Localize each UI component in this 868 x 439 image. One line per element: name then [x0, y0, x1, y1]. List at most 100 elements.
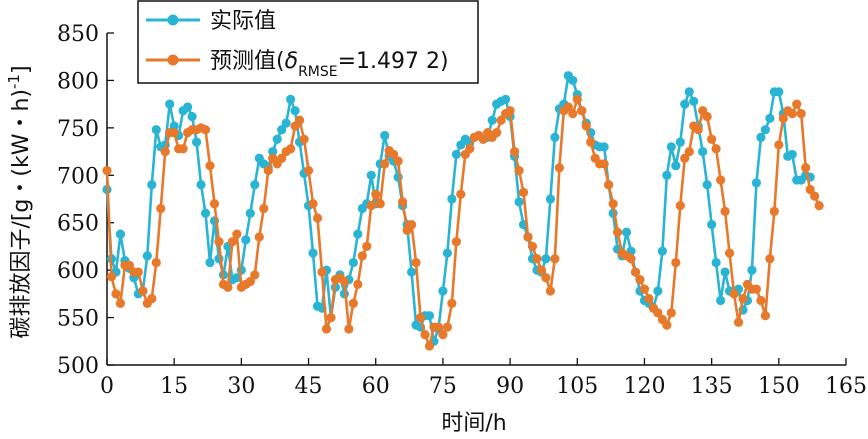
data-point	[769, 206, 779, 216]
data-point	[680, 153, 690, 163]
data-point	[303, 165, 314, 176]
data-point	[810, 191, 820, 201]
data-point	[523, 232, 533, 242]
data-point	[196, 180, 206, 190]
data-point	[711, 257, 721, 268]
data-point	[165, 99, 175, 109]
y-tick-label: 700	[57, 164, 99, 189]
x-tick-label: 120	[623, 374, 665, 399]
data-point	[671, 257, 681, 268]
data-point	[124, 260, 134, 270]
data-point	[505, 106, 515, 116]
data-point	[178, 144, 188, 154]
x-axis-title: 时间/h	[441, 411, 506, 436]
data-point	[151, 125, 161, 135]
data-point	[424, 341, 435, 351]
data-point	[501, 94, 511, 104]
data-point	[183, 102, 193, 112]
data-point	[657, 246, 667, 256]
data-point	[348, 257, 358, 268]
data-point	[223, 282, 233, 292]
data-point	[514, 165, 524, 176]
data-point	[286, 94, 296, 104]
data-point	[389, 149, 399, 160]
y-axis-title-group: 碳排放因子/[g・(kW・h)-1]	[5, 65, 34, 338]
data-point	[380, 159, 390, 169]
x-tick-label: 165	[825, 374, 867, 399]
data-point	[568, 109, 578, 119]
data-point	[478, 134, 488, 144]
data-point	[169, 121, 179, 131]
y-tick-label: 600	[57, 259, 99, 284]
data-point	[209, 199, 220, 209]
data-point	[433, 322, 444, 332]
data-point	[115, 229, 126, 239]
data-point	[339, 276, 349, 287]
x-tick-label: 30	[227, 374, 255, 399]
data-point	[415, 312, 426, 323]
data-point	[536, 265, 547, 275]
data-point	[751, 284, 762, 294]
x-tick-label: 135	[691, 374, 733, 399]
data-point	[581, 121, 591, 131]
data-point	[568, 75, 578, 86]
data-point	[577, 106, 587, 116]
data-point	[380, 130, 390, 141]
data-point	[671, 161, 681, 171]
data-point	[411, 257, 421, 268]
data-point	[366, 170, 376, 180]
data-point	[787, 149, 797, 160]
data-point	[532, 254, 542, 264]
x-tick-label: 75	[429, 374, 457, 399]
svg-text:预测值(δRMSE=1.497 2): 预测值(δRMSE=1.497 2)	[210, 49, 449, 80]
axes	[106, 32, 847, 366]
x-tick-label: 15	[160, 374, 188, 399]
y-tick-label: 500	[57, 354, 99, 379]
data-point	[406, 220, 417, 230]
data-point	[509, 146, 520, 157]
data-point	[675, 201, 685, 211]
data-point	[792, 99, 802, 109]
data-point	[294, 115, 305, 125]
y-axis-title-superscript: -1	[5, 74, 23, 89]
data-point	[541, 273, 551, 283]
data-point	[774, 87, 784, 97]
legend-label-predicted-sub: RMSE	[298, 64, 338, 80]
data-point	[245, 276, 255, 287]
data-point	[438, 286, 448, 296]
legend-marker-predicted	[167, 54, 179, 66]
data-point	[666, 308, 676, 318]
data-point	[241, 235, 251, 245]
data-point	[774, 140, 784, 150]
data-point	[160, 146, 170, 157]
data-point	[707, 220, 717, 230]
data-point	[756, 132, 766, 142]
data-point	[420, 330, 430, 340]
plot-area	[102, 71, 824, 351]
data-point	[442, 322, 452, 332]
data-point	[357, 251, 367, 261]
data-point	[250, 270, 260, 280]
data-point	[277, 153, 287, 163]
data-point	[765, 113, 775, 123]
data-point	[353, 279, 363, 289]
data-point	[169, 128, 179, 138]
data-point	[106, 272, 117, 282]
data-point	[205, 161, 215, 171]
data-point	[715, 295, 726, 306]
data-point	[760, 125, 770, 135]
data-point	[321, 324, 332, 334]
data-point	[729, 289, 739, 299]
data-point	[626, 254, 636, 264]
data-point	[514, 197, 524, 207]
data-point	[698, 146, 708, 157]
data-point	[263, 165, 273, 176]
data-point	[451, 237, 461, 247]
data-point	[693, 125, 703, 135]
data-point	[191, 137, 202, 147]
data-point	[102, 165, 112, 176]
data-point	[550, 132, 560, 142]
data-point	[442, 248, 452, 258]
legend-marker-actual	[167, 14, 179, 26]
data-point	[720, 206, 730, 216]
